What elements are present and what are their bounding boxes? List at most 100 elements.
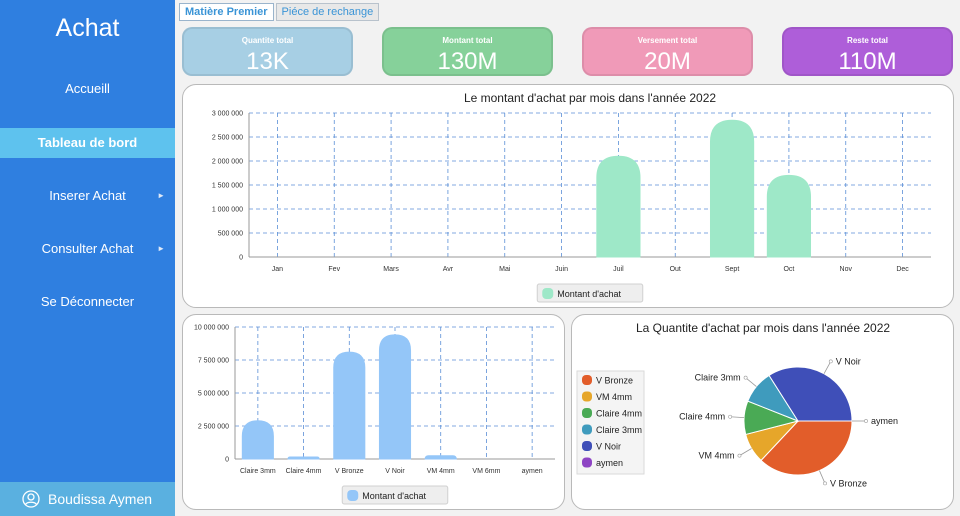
product-amount-chart-panel: 0 2 500 000 5 000 000 7 500 000 10 000 000 Cl… — [182, 314, 565, 510]
bar — [378, 334, 412, 460]
legend-label: Montant d'achat — [362, 491, 426, 501]
x-tick-label: Mars — [383, 266, 399, 273]
y-tick-label: 0 — [225, 457, 229, 464]
product-amount-bar-chart: 0 2 500 000 5 000 000 7 500 000 10 000 000 Cl… — [194, 325, 555, 505]
pie-slice — [760, 420, 853, 476]
pie-leader-dot — [823, 481, 827, 486]
tab-bar: Matière Premier Piéce de rechange — [179, 3, 381, 21]
user-name: Boudissa Aymen — [48, 491, 153, 507]
quantity-pie-chart: La Quantite d'achat par mois dans l'anné… — [576, 321, 898, 488]
legend-box — [536, 283, 644, 303]
bar — [766, 174, 812, 258]
legend-swatch — [582, 391, 592, 402]
legend-label: VM 4mm — [596, 392, 632, 402]
pie-slice-label: aymen — [871, 416, 898, 426]
stat-card-reste: Reste total 110M — [782, 27, 953, 76]
x-tick-label: Avr — [443, 266, 454, 273]
x-tick-label: Juil — [613, 266, 624, 273]
x-tick-label: Claire 4mm — [286, 468, 322, 475]
x-tick-label: Dec — [896, 266, 909, 273]
pie-leader-dot — [864, 419, 868, 423]
tab-piece-de-rechange[interactable]: Piéce de rechange — [275, 3, 380, 21]
legend-swatch — [347, 490, 359, 501]
nav-item-label: Tableau de bord — [37, 135, 138, 150]
y-tick-label: 0 — [239, 255, 243, 262]
app-title: Achat — [55, 14, 120, 42]
nav-item-label: Consulter Achat — [41, 241, 134, 256]
legend-label: V Noir — [596, 442, 621, 452]
stat-card-versement: Versement total 20M — [582, 27, 753, 76]
legend-swatch — [582, 408, 592, 418]
y-tick-label: 1 500 000 — [212, 183, 243, 190]
pie-slice-label: VM 4mm — [698, 451, 734, 461]
pie-slice-label: Claire 4mm — [679, 412, 725, 422]
y-tick-label: 10 000 000 — [194, 325, 229, 332]
nav-item-accueil[interactable]: Accueill — [0, 74, 175, 104]
legend-label: Claire 3mm — [596, 425, 642, 435]
y-tick-label: 500 000 — [218, 231, 243, 238]
bar — [596, 155, 641, 258]
legend-swatch — [542, 288, 554, 299]
x-tick-label: Fev — [328, 266, 340, 273]
legend-label: aymen — [596, 458, 623, 468]
x-tick-label: VM 4mm — [427, 468, 455, 475]
pie-slice — [768, 366, 853, 422]
bar — [424, 455, 457, 460]
x-tick-label: Out — [670, 266, 681, 273]
pie-slice-label: V Bronze — [830, 478, 867, 488]
nav-item-se-deconnecter[interactable]: Se Déconnecter — [0, 287, 175, 317]
legend-swatch — [582, 424, 592, 435]
tab-matiere-premier[interactable]: Matière Premier — [179, 3, 274, 21]
x-tick-label: Juin — [555, 266, 568, 273]
legend-swatch — [582, 375, 592, 385]
nav-item-consulter-achat[interactable]: Consulter Achat ► — [0, 234, 175, 264]
legend-swatch — [582, 441, 592, 451]
nav-item-label: Se Déconnecter — [40, 294, 135, 309]
y-tick-label: 2 500 000 — [198, 424, 229, 431]
pie-slice-label: Claire 3mm — [695, 373, 741, 383]
bar — [287, 456, 320, 460]
legend-label: Montant d'achat — [557, 289, 621, 299]
stat-card-label: Montant total — [442, 36, 493, 45]
stat-card-label: Versement total — [637, 36, 698, 45]
legend-label: V Bronze — [596, 376, 633, 386]
stat-card-value: 110M — [838, 48, 897, 75]
x-tick-label: Jan — [272, 266, 283, 273]
x-tick-label: V Noir — [385, 468, 405, 475]
pie-leader-line — [823, 361, 832, 374]
user-avatar-icon — [22, 490, 40, 508]
x-tick-label: Oct — [783, 266, 794, 273]
x-tick-label: VM 6mm — [472, 468, 500, 475]
pie-leader-dot — [728, 414, 733, 419]
y-tick-label: 5 000 000 — [198, 391, 229, 398]
stat-card-value: 20M — [644, 48, 691, 75]
stat-card-montant: Montant total 130M — [382, 27, 553, 76]
stat-card-quantite: Quantite total 13K — [182, 27, 353, 76]
nav-item-label: Accueill — [65, 81, 110, 96]
x-tick-label: Mai — [499, 266, 511, 273]
nav-item-inserer-achat[interactable]: Inserer Achat ► — [0, 181, 175, 211]
legend-box — [341, 485, 449, 505]
bar — [241, 420, 274, 460]
bar — [709, 119, 755, 258]
nav-item-tableau-de-bord[interactable]: Tableau de bord — [0, 128, 175, 158]
y-tick-label: 7 500 000 — [198, 358, 229, 365]
stat-card-value: 13K — [246, 48, 289, 75]
sidebar: Achat Accueill Tableau de bord Inserer A… — [0, 0, 175, 516]
user-bar[interactable]: Boudissa Aymen — [0, 482, 175, 516]
y-tick-label: 2 000 000 — [212, 159, 243, 166]
legend-box — [576, 370, 645, 475]
pie-leader-dot — [737, 453, 742, 458]
submenu-arrow-icon: ► — [157, 244, 165, 253]
stat-card-value: 130M — [437, 48, 498, 75]
pie-leader-line — [819, 470, 826, 484]
pie-leader-dot — [828, 359, 833, 364]
monthly-amount-bar-chart: Le montant d'achat par mois dans l'année… — [212, 91, 931, 303]
pie-leader-line — [739, 448, 752, 456]
bar — [333, 351, 366, 460]
chart-title: Le montant d'achat par mois dans l'année… — [464, 91, 716, 105]
quantity-pie-chart-panel: La Quantite d'achat par mois dans l'anné… — [571, 314, 954, 510]
x-tick-label: Claire 3mm — [240, 468, 276, 475]
x-tick-label: aymen — [522, 468, 543, 475]
y-tick-label: 2 500 000 — [212, 135, 243, 142]
